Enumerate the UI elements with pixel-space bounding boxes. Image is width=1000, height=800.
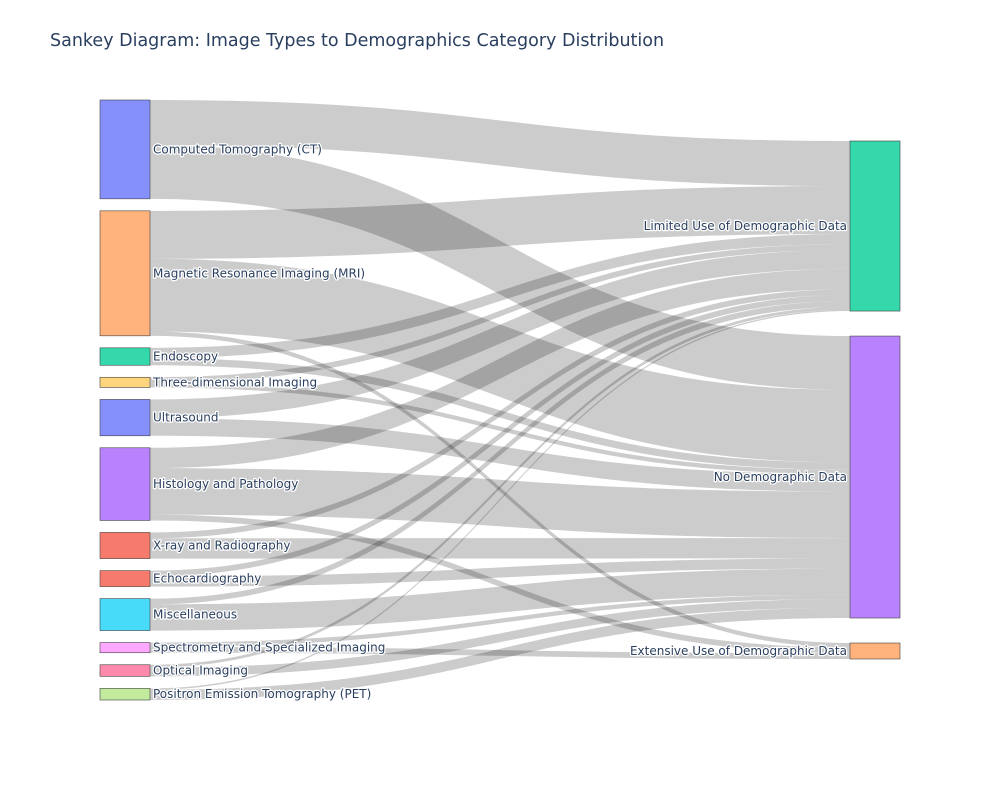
sankey-link[interactable]	[150, 300, 850, 605]
sankey-link[interactable]	[150, 250, 850, 419]
sankey-node-label: Extensive Use of Demographic Data	[630, 644, 847, 658]
sankey-node[interactable]	[99, 570, 151, 587]
sankey-link[interactable]	[150, 514, 850, 654]
sankey-node-label: Limited Use of Demographic Data	[644, 219, 847, 233]
sankey-node[interactable]	[99, 447, 151, 521]
sankey-node[interactable]	[99, 347, 151, 366]
sankey-node[interactable]	[99, 532, 151, 559]
sankey-link[interactable]	[150, 306, 850, 668]
sankey-node-label: Computed Tomography (CT)	[153, 142, 322, 156]
sankey-link[interactable]	[150, 100, 850, 187]
sankey-node-label: Three-dimensional Imaging	[152, 375, 317, 389]
sankey-link[interactable]	[150, 383, 850, 475]
sankey-link[interactable]	[150, 145, 850, 390]
sankey-node[interactable]	[99, 376, 151, 388]
sankey-node-label: Ultrasound	[153, 411, 219, 425]
sankey-node[interactable]	[849, 642, 901, 660]
sankey-link[interactable]	[150, 309, 850, 690]
links-layer	[150, 100, 850, 700]
chart-title: Sankey Diagram: Image Types to Demograph…	[50, 31, 665, 51]
sankey-link[interactable]	[150, 244, 850, 384]
sankey-link[interactable]	[150, 594, 850, 647]
sankey-link[interactable]	[150, 358, 850, 470]
sankey-link[interactable]	[150, 599, 850, 677]
sankey-node[interactable]	[99, 664, 151, 677]
sankey-link[interactable]	[150, 558, 850, 587]
sankey-node-label: Echocardiography	[153, 572, 261, 586]
sankey-node[interactable]	[849, 140, 901, 312]
sankey-link[interactable]	[150, 268, 850, 469]
sankey-link[interactable]	[150, 568, 850, 631]
sankey-node[interactable]	[99, 99, 151, 200]
sankey-link[interactable]	[150, 538, 850, 559]
sankey-node-label: Miscellaneous	[153, 608, 237, 622]
sankey-node-label: Endoscopy	[153, 350, 218, 364]
sankey-link[interactable]	[150, 295, 850, 577]
sankey-node-label: No Demographic Data	[714, 470, 847, 484]
sankey-node[interactable]	[99, 688, 151, 701]
sankey-link[interactable]	[150, 646, 850, 659]
sankey-node-label: X-ray and Radiography	[153, 539, 291, 553]
sankey-node-label: Histology and Pathology	[153, 477, 298, 491]
sankey-link[interactable]	[150, 289, 850, 539]
sankey-node[interactable]	[99, 642, 151, 654]
sankey-node-label: Spectrometry and Specialized Imaging	[153, 641, 385, 655]
sankey-node[interactable]	[99, 598, 151, 631]
sankey-node-label: Positron Emission Tomography (PET)	[153, 687, 371, 701]
sankey-node-label: Magnetic Resonance Imaging (MRI)	[153, 266, 365, 280]
sankey-node-label: Optical Imaging	[153, 664, 248, 678]
sankey-link[interactable]	[150, 258, 850, 463]
sankey-node[interactable]	[99, 399, 151, 437]
nodes-layer	[99, 99, 901, 701]
labels-layer: Computed Tomography (CT) Magnetic Resonan…	[151, 141, 849, 702]
sankey-node[interactable]	[849, 335, 901, 619]
sankey-link[interactable]	[150, 607, 850, 700]
sankey-link[interactable]	[150, 234, 850, 358]
sankey-link[interactable]	[150, 418, 850, 492]
sankey-link[interactable]	[150, 468, 850, 539]
sankey-link[interactable]	[150, 331, 850, 648]
sankey-link[interactable]	[150, 186, 850, 259]
sankey-node[interactable]	[99, 210, 151, 337]
